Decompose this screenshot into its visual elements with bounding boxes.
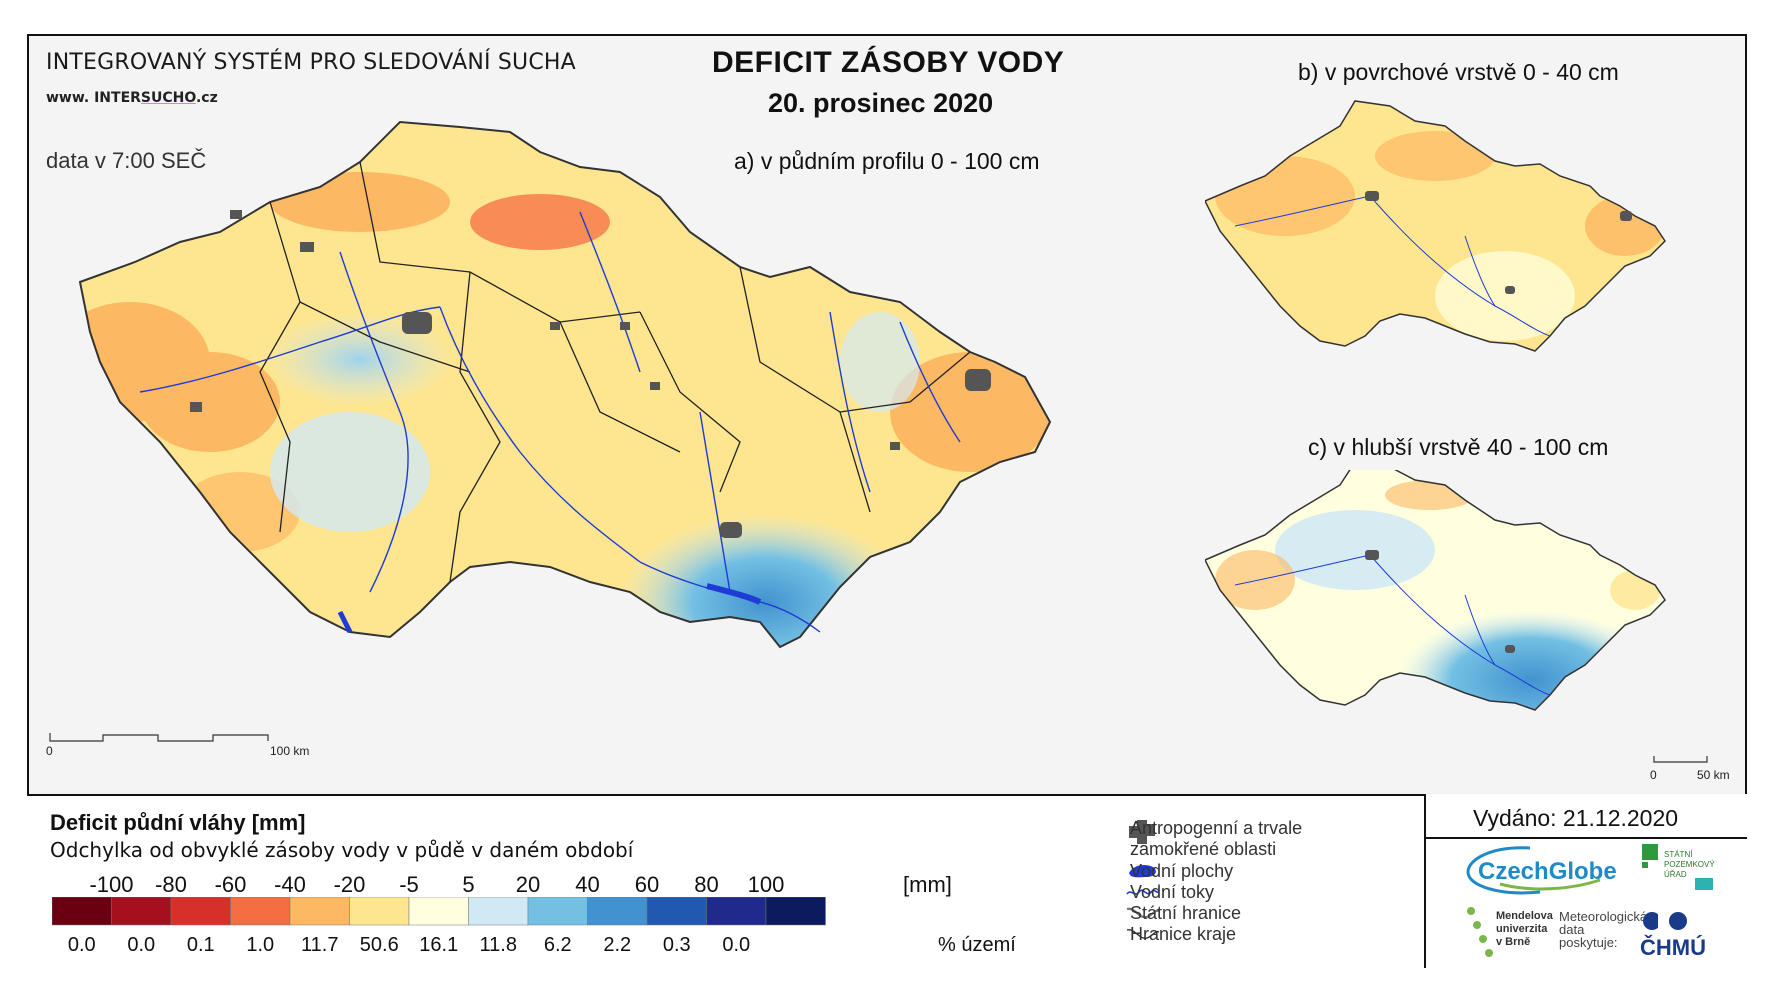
color-swatch bbox=[468, 897, 529, 926]
percent-value: 0.0 bbox=[67, 934, 96, 956]
percent-unit: % území bbox=[938, 934, 1016, 956]
tick-label: -5 bbox=[399, 872, 419, 897]
percent-value: 1.0 bbox=[246, 934, 275, 956]
percent-value: 0.3 bbox=[662, 934, 691, 956]
issued-date: Vydáno: 21.12.2020 bbox=[1473, 805, 1679, 831]
percent-value: 0.0 bbox=[127, 934, 156, 956]
color-swatch bbox=[646, 897, 707, 926]
main-title: DEFICIT ZÁSOBY VODY bbox=[712, 46, 1065, 79]
scale-small-start: 0 bbox=[1650, 768, 1657, 782]
percent-value: 0.0 bbox=[722, 934, 751, 956]
map-c-label: c) v hlubší vrstvě 40 - 100 cm bbox=[1308, 434, 1609, 460]
website-link[interactable]: www. INTERSUCHO.cz bbox=[46, 90, 218, 106]
anthropogenic-label-2: zamokřené oblasti bbox=[1130, 839, 1277, 859]
state-border-label: Státní hranice bbox=[1130, 903, 1242, 923]
chmu-logo: ČHMÚ bbox=[1640, 935, 1706, 960]
czechglobe-logo-ring bbox=[1466, 846, 1601, 895]
color-swatch bbox=[527, 897, 588, 926]
map-a-svg bbox=[78, 120, 1052, 649]
scale-bar-main bbox=[49, 733, 269, 742]
map-c-svg bbox=[1205, 470, 1666, 711]
color-swatch bbox=[765, 897, 826, 926]
percent-value: 11.8 bbox=[479, 934, 517, 956]
tick-label: 20 bbox=[515, 872, 541, 897]
tick-label: 60 bbox=[634, 872, 660, 897]
water-area-symbol bbox=[1129, 865, 1156, 878]
water-areas-label: Vodní plochy bbox=[1130, 861, 1234, 881]
color-swatch bbox=[289, 897, 350, 926]
tick-label: 5 bbox=[462, 872, 475, 897]
tick-label: 100 bbox=[747, 872, 785, 897]
region-border-symbol bbox=[1126, 929, 1160, 939]
scale-main-end: 100 km bbox=[270, 744, 310, 758]
mendel-logo-dots bbox=[1467, 907, 1493, 957]
anthropogenic-symbol bbox=[1129, 820, 1155, 844]
scale-small-end: 50 km bbox=[1697, 768, 1730, 782]
system-title: INTEGROVANÝ SYSTÉM PRO SLEDOVÁNÍ SUCHA bbox=[46, 50, 576, 75]
credits-divider bbox=[1424, 837, 1747, 839]
region-border-label: Hranice kraje bbox=[1130, 924, 1237, 944]
map-b-svg bbox=[1205, 100, 1666, 352]
map-b-label: b) v povrchové vrstvě 0 - 40 cm bbox=[1298, 59, 1619, 85]
map-a-label: a) v půdním profilu 0 - 100 cm bbox=[734, 148, 1040, 174]
color-scale bbox=[52, 897, 826, 926]
water-stream-symbol bbox=[1126, 889, 1160, 895]
spu-logo: STÁTNÍ POZEMKOVÝ ÚŘAD bbox=[1664, 850, 1715, 879]
percent-value: 11.7 bbox=[301, 934, 339, 956]
legend-unit: [mm] bbox=[903, 872, 952, 897]
scale-main-start: 0 bbox=[46, 744, 53, 758]
percent-value: 0.1 bbox=[186, 934, 215, 956]
state-border-symbol bbox=[1126, 907, 1160, 919]
spu-logo-accent bbox=[1695, 878, 1713, 890]
percent-value: 50.6 bbox=[359, 934, 399, 956]
credits-panel bbox=[1424, 794, 1747, 968]
tick-label: -60 bbox=[214, 872, 247, 897]
anthropogenic-label: Antropogenní a trvale bbox=[1130, 818, 1303, 838]
data-time: data v 7:00 SEČ bbox=[46, 148, 207, 173]
czechglobe-logo: CzechGlobe bbox=[1478, 858, 1617, 885]
tick-label: -20 bbox=[333, 872, 366, 897]
color-swatch bbox=[111, 897, 172, 926]
chmu-logo-mark bbox=[1643, 912, 1687, 930]
scale-bar-small bbox=[1653, 756, 1708, 763]
color-swatch bbox=[408, 897, 469, 926]
met-provider-label: Meteorologická data poskytuje: bbox=[1559, 909, 1648, 950]
color-swatch bbox=[587, 897, 648, 926]
percent-value: 16.1 bbox=[419, 934, 459, 956]
spu-logo-mark bbox=[1642, 844, 1658, 868]
tick-label: -40 bbox=[274, 872, 306, 897]
legend-subtitle: Odchylka od obvyklé zásoby vody v půdě v… bbox=[50, 838, 634, 862]
color-swatch bbox=[706, 897, 767, 926]
color-swatch bbox=[170, 897, 231, 926]
tick-label: 40 bbox=[575, 872, 600, 897]
tick-label: -80 bbox=[155, 872, 187, 897]
map-date: 20. prosinec 2020 bbox=[768, 88, 994, 118]
percent-value: 6.2 bbox=[543, 934, 572, 956]
percent-value: 2.2 bbox=[603, 934, 632, 956]
color-swatch bbox=[52, 897, 112, 926]
legend-title: Deficit půdní vláhy [mm] bbox=[50, 810, 306, 835]
mendel-logo: Mendelova univerzita v Brně bbox=[1496, 910, 1553, 948]
tick-label: -100 bbox=[89, 872, 134, 897]
tick-label: 80 bbox=[694, 872, 719, 897]
water-streams-label: Vodní toky bbox=[1130, 882, 1215, 902]
color-swatch bbox=[349, 897, 410, 926]
color-swatch bbox=[230, 897, 291, 926]
